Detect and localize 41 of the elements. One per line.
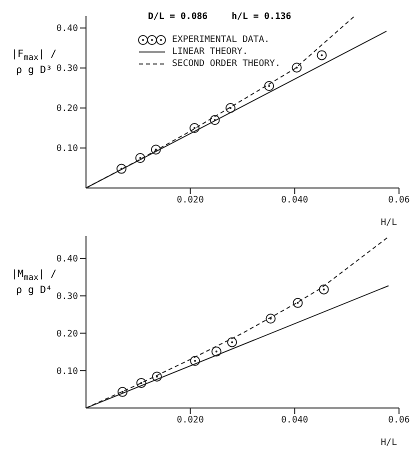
x-tick-label: 0.040 (281, 415, 308, 426)
point (190, 123, 200, 133)
y-tick-label: 0.40 (56, 254, 78, 265)
point (210, 115, 220, 125)
point (152, 372, 162, 382)
y-tick-label: 0.10 (56, 144, 78, 154)
point (116, 164, 126, 174)
point (150, 144, 161, 155)
point (266, 314, 276, 324)
point (190, 356, 200, 366)
point (211, 346, 222, 357)
point (118, 386, 128, 397)
x-tick-label: 0.040 (281, 195, 308, 206)
legend-label: LINEAR THEORY. (172, 46, 248, 58)
point (135, 153, 146, 163)
y-tick-label: 0.10 (56, 366, 78, 377)
y-tick-label: 0.40 (56, 24, 78, 34)
point (136, 378, 146, 388)
x-axis-title: H/L (380, 438, 397, 448)
point (318, 284, 329, 294)
point (292, 298, 303, 308)
x-axis-title: H/L (380, 218, 397, 228)
x-tick-label: 0.020 (176, 415, 204, 426)
annotation: D/L = 0.086 (148, 12, 208, 22)
legend-label: SECOND ORDER THEORY. (172, 58, 280, 70)
y-tick-label: 0.20 (56, 329, 78, 340)
point (227, 337, 238, 348)
point (292, 62, 302, 73)
legend-label: EXPERIMENTAL DATA. (172, 34, 270, 46)
y-tick-label: 0.30 (56, 64, 78, 74)
x-tick-label: 0.06 (388, 195, 410, 206)
point (226, 103, 236, 113)
y-axis-title: |M$_{max}$| / ρ g D⁴ (11, 269, 57, 296)
point (264, 81, 274, 91)
point (316, 50, 327, 60)
annotation: h/L = 0.136 (232, 12, 292, 22)
x-tick-label: 0.020 (176, 195, 204, 206)
y-axis-title: |F$_{max}$| / ρ g D³ (11, 49, 57, 76)
y-tick-label: 0.30 (56, 292, 78, 302)
y-tick-label: 0.20 (56, 104, 78, 114)
x-tick-label: 0.06 (388, 415, 410, 426)
